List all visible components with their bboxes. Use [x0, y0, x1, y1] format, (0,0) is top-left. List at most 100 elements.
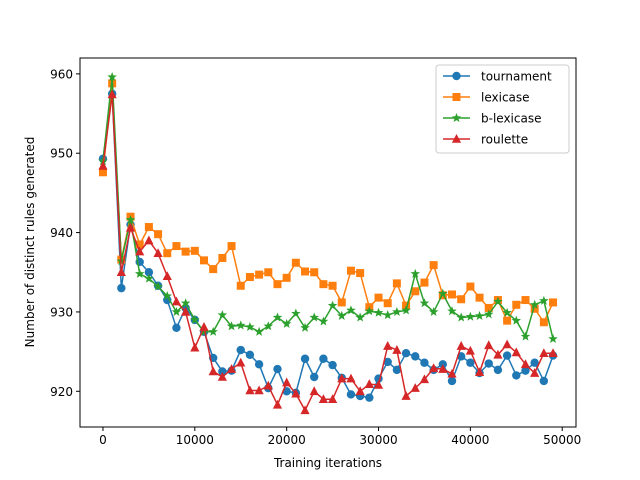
data-point-b-lexicase: [281, 318, 292, 328]
data-point-roulette: [272, 399, 283, 409]
data-point-roulette: [144, 235, 154, 245]
data-point-lexicase: [429, 261, 438, 270]
data-point-b-lexicase: [447, 306, 457, 316]
data-point-b-lexicase: [419, 298, 430, 308]
data-point-lexicase: [282, 273, 291, 282]
data-point-roulette: [199, 322, 209, 331]
x-tick-label: 0: [99, 433, 107, 447]
data-point-roulette: [548, 348, 558, 357]
data-point-roulette: [456, 341, 466, 350]
data-point-tournament: [346, 390, 356, 399]
data-point-b-lexicase: [107, 72, 117, 82]
data-point-roulette: [447, 368, 457, 378]
data-point-lexicase: [255, 270, 264, 279]
data-point-b-lexicase: [208, 326, 218, 336]
data-point-roulette: [116, 267, 126, 277]
data-point-lexicase: [356, 269, 365, 278]
data-point-b-lexicase: [327, 300, 338, 310]
data-point-tournament: [447, 376, 457, 386]
data-point-roulette: [107, 89, 117, 99]
data-point-tournament: [484, 359, 493, 368]
data-point-roulette: [419, 374, 430, 384]
data-point-roulette: [539, 348, 549, 357]
data-point-roulette: [217, 372, 227, 381]
data-point-b-lexicase: [355, 312, 365, 322]
data-point-b-lexicase: [245, 322, 255, 332]
data-point-b-lexicase: [144, 273, 154, 283]
data-point-tournament: [300, 354, 310, 363]
legend-marker-b-lexicase: [451, 113, 462, 123]
data-point-lexicase: [383, 299, 392, 308]
y-tick-label: 930: [50, 305, 73, 319]
data-point-roulette: [383, 341, 393, 350]
x-axis-ticks: 0 10000 20000 30000 40000 50000: [99, 427, 581, 447]
data-point-lexicase: [484, 303, 493, 312]
data-point-b-lexicase: [153, 281, 163, 291]
data-point-b-lexicase: [483, 309, 494, 319]
data-point-lexicase: [549, 298, 558, 307]
data-point-lexicase: [273, 280, 282, 289]
series-roulette: [98, 89, 558, 415]
legend-marker-lexicase: [452, 93, 461, 101]
data-point-tournament: [245, 350, 255, 359]
data-point-roulette: [337, 373, 347, 383]
series-layer: [98, 72, 558, 415]
data-point-lexicase: [539, 318, 548, 327]
plot-frame: [79, 57, 577, 428]
data-point-lexicase: [181, 247, 190, 256]
data-point-tournament: [254, 360, 264, 369]
data-point-roulette: [153, 248, 163, 258]
data-point-b-lexicase: [364, 306, 375, 316]
data-point-lexicase: [420, 278, 429, 287]
data-point-roulette: [226, 364, 237, 373]
data-point-lexicase: [457, 295, 466, 304]
data-point-lexicase: [310, 268, 319, 277]
y-tick-label: 920: [50, 385, 73, 399]
data-point-roulette: [309, 386, 319, 396]
data-point-tournament: [512, 371, 521, 380]
data-point-b-lexicase: [263, 321, 274, 331]
data-point-b-lexicase: [511, 315, 522, 325]
legend-label-roulette: roulette: [481, 133, 528, 147]
data-point-tournament: [144, 268, 154, 277]
data-point-b-lexicase: [456, 312, 466, 322]
data-point-lexicase: [200, 256, 208, 265]
data-point-roulette: [263, 380, 273, 390]
y-tick-label: 950: [50, 147, 73, 161]
data-point-lexicase: [466, 282, 475, 291]
data-point-lexicase: [346, 266, 355, 275]
data-point-tournament: [328, 360, 337, 370]
data-point-lexicase: [264, 268, 273, 277]
data-point-b-lexicase: [272, 312, 283, 322]
data-point-tournament: [273, 364, 282, 374]
x-axis-label: Training iterations: [273, 456, 382, 470]
x-tick-label: 50000: [543, 433, 581, 447]
data-point-lexicase: [475, 293, 484, 302]
data-point-roulette: [245, 385, 255, 395]
data-point-roulette: [401, 391, 411, 400]
data-point-lexicase: [236, 281, 245, 290]
legend-label-tournament: tournament: [481, 70, 552, 84]
data-point-tournament: [539, 376, 549, 386]
data-point-lexicase: [448, 290, 456, 299]
data-point-roulette: [181, 306, 191, 316]
data-point-roulette: [125, 222, 136, 232]
data-point-roulette: [327, 394, 338, 404]
data-point-lexicase: [245, 273, 254, 282]
data-point-roulette: [162, 271, 172, 281]
data-point-b-lexicase: [410, 268, 421, 278]
data-point-lexicase: [392, 279, 401, 288]
data-point-roulette: [236, 357, 246, 367]
data-point-roulette: [373, 379, 384, 389]
data-point-b-lexicase: [382, 310, 393, 320]
data-point-b-lexicase: [162, 291, 173, 301]
data-point-roulette: [530, 368, 540, 377]
data-point-roulette: [392, 345, 402, 354]
data-point-b-lexicase: [529, 299, 540, 309]
data-point-tournament: [502, 351, 512, 360]
data-point-roulette: [254, 385, 264, 395]
data-point-roulette: [493, 349, 503, 359]
data-point-lexicase: [209, 265, 218, 274]
data-point-b-lexicase: [502, 307, 512, 317]
data-point-roulette: [208, 366, 218, 376]
